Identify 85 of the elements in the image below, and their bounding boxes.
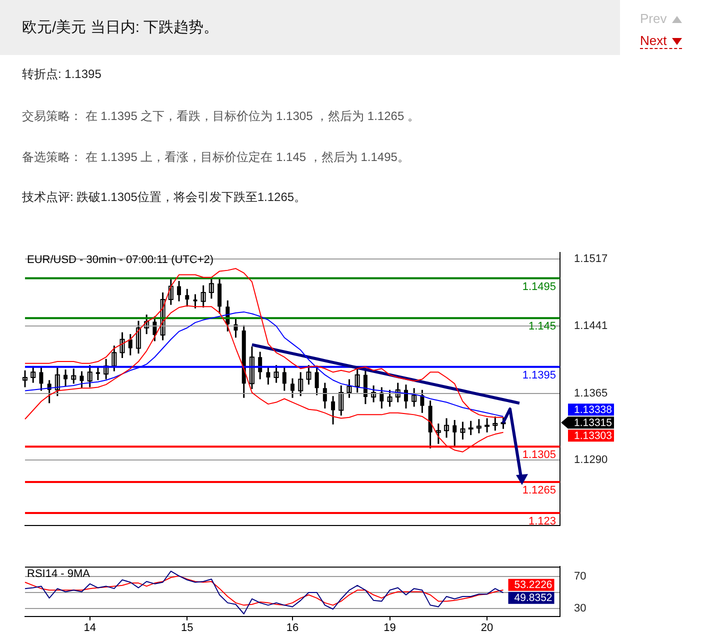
ref-line-label: 1.123 <box>528 516 556 528</box>
candlestick <box>249 346 254 390</box>
candlestick <box>412 387 417 408</box>
candlestick <box>404 384 408 410</box>
candlestick <box>338 384 344 416</box>
candlestick <box>420 389 424 414</box>
candlestick <box>22 370 28 388</box>
ref-line-label: 1.145 <box>528 320 556 333</box>
candlestick <box>177 280 182 302</box>
candlestick <box>290 378 294 399</box>
candlestick <box>71 368 76 384</box>
candlestick <box>120 332 125 359</box>
y-tick-label: 1.1517 <box>574 252 608 265</box>
candlestick <box>87 364 92 388</box>
x-tick-label: 16 <box>286 622 299 634</box>
candlestick <box>208 276 214 300</box>
candlestick <box>380 386 384 410</box>
candlestick <box>54 366 60 397</box>
y-tick-label: 1.1365 <box>574 387 608 400</box>
candlestick <box>144 314 150 335</box>
y-tick-label: 70 <box>574 570 586 583</box>
ref-line-label: 1.1495 <box>522 280 556 293</box>
candlestick <box>476 418 482 434</box>
text: 1.13338 <box>574 404 612 416</box>
text: 交易策略： 在 1.1395 之下，看跌，目标价位为 1.1305 ，然后为 1.1265 。 <box>22 108 420 125</box>
text: 转折点: 1.1395 <box>22 66 102 83</box>
candlestick <box>363 368 368 405</box>
text: Prev <box>640 11 667 26</box>
text: 1.13303 <box>574 430 612 442</box>
candlestick <box>444 417 450 438</box>
y-tick-label: 1.1441 <box>574 320 608 332</box>
text: 技术点评: 跌破1.1305位置，将会引发下跌至1.1265。 <box>22 189 306 206</box>
candlestick <box>306 364 312 386</box>
candlestick <box>64 368 68 388</box>
candlestick <box>104 358 109 380</box>
candlestick <box>282 366 286 392</box>
candlestick <box>193 293 198 310</box>
data-label: 53.2226 <box>514 579 552 592</box>
candlestick <box>152 316 157 342</box>
y-tick-label: 30 <box>574 602 586 614</box>
candlestick <box>39 366 44 392</box>
candlestick <box>298 371 304 397</box>
text: Next <box>640 33 667 48</box>
candlestick <box>452 419 457 448</box>
candlestick <box>274 364 279 384</box>
chart-title: RSI14 - 9MA <box>27 568 91 580</box>
ref-line-label: 1.1305 <box>522 449 556 462</box>
x-tick-label: 19 <box>384 622 396 634</box>
candlestick <box>96 366 100 381</box>
candlestick <box>500 416 506 430</box>
candlestick <box>395 382 400 404</box>
candlestick <box>322 382 327 410</box>
candlestick <box>185 288 190 308</box>
x-tick-label: 14 <box>84 622 96 634</box>
x-tick-label: 15 <box>180 622 194 634</box>
candlestick <box>30 365 36 384</box>
ref-line-label: 1.1395 <box>522 369 556 382</box>
candlestick <box>136 320 141 354</box>
candlestick <box>331 395 336 426</box>
x-tick-label: 20 <box>480 622 494 634</box>
candlestick <box>492 416 498 432</box>
candlestick <box>112 344 117 372</box>
chart-title: 欧元/美元 当日内: 下跌趋势。 <box>22 18 219 37</box>
candlestick <box>266 366 270 386</box>
candlestick <box>354 366 360 394</box>
candlestick <box>460 421 466 440</box>
data-label: 49.8352 <box>514 592 552 604</box>
candlestick <box>128 333 132 356</box>
candlestick <box>468 420 474 436</box>
candlestick <box>218 278 222 314</box>
ref-line-label: 1.1265 <box>522 484 556 497</box>
candlestick <box>346 378 352 399</box>
candlestick <box>436 422 441 445</box>
candlestick <box>387 389 392 408</box>
chart-subtitle: EUR/USD - 30min - 07:00:11 (UTC+2) <box>27 254 214 266</box>
y-tick-label: 1.1290 <box>574 454 608 466</box>
text: 1.13315 <box>574 417 612 430</box>
candlestick <box>200 284 206 308</box>
candlestick <box>168 278 174 306</box>
candlestick <box>371 384 376 404</box>
candlestick <box>314 366 319 396</box>
candlestick <box>484 417 490 434</box>
candlestick <box>80 370 84 389</box>
candlestick <box>160 292 166 342</box>
text: 备选策略： 在 1.1395 上，看涨，目标价位定在 1.145 ，然后为 1.1495。 <box>22 149 410 166</box>
